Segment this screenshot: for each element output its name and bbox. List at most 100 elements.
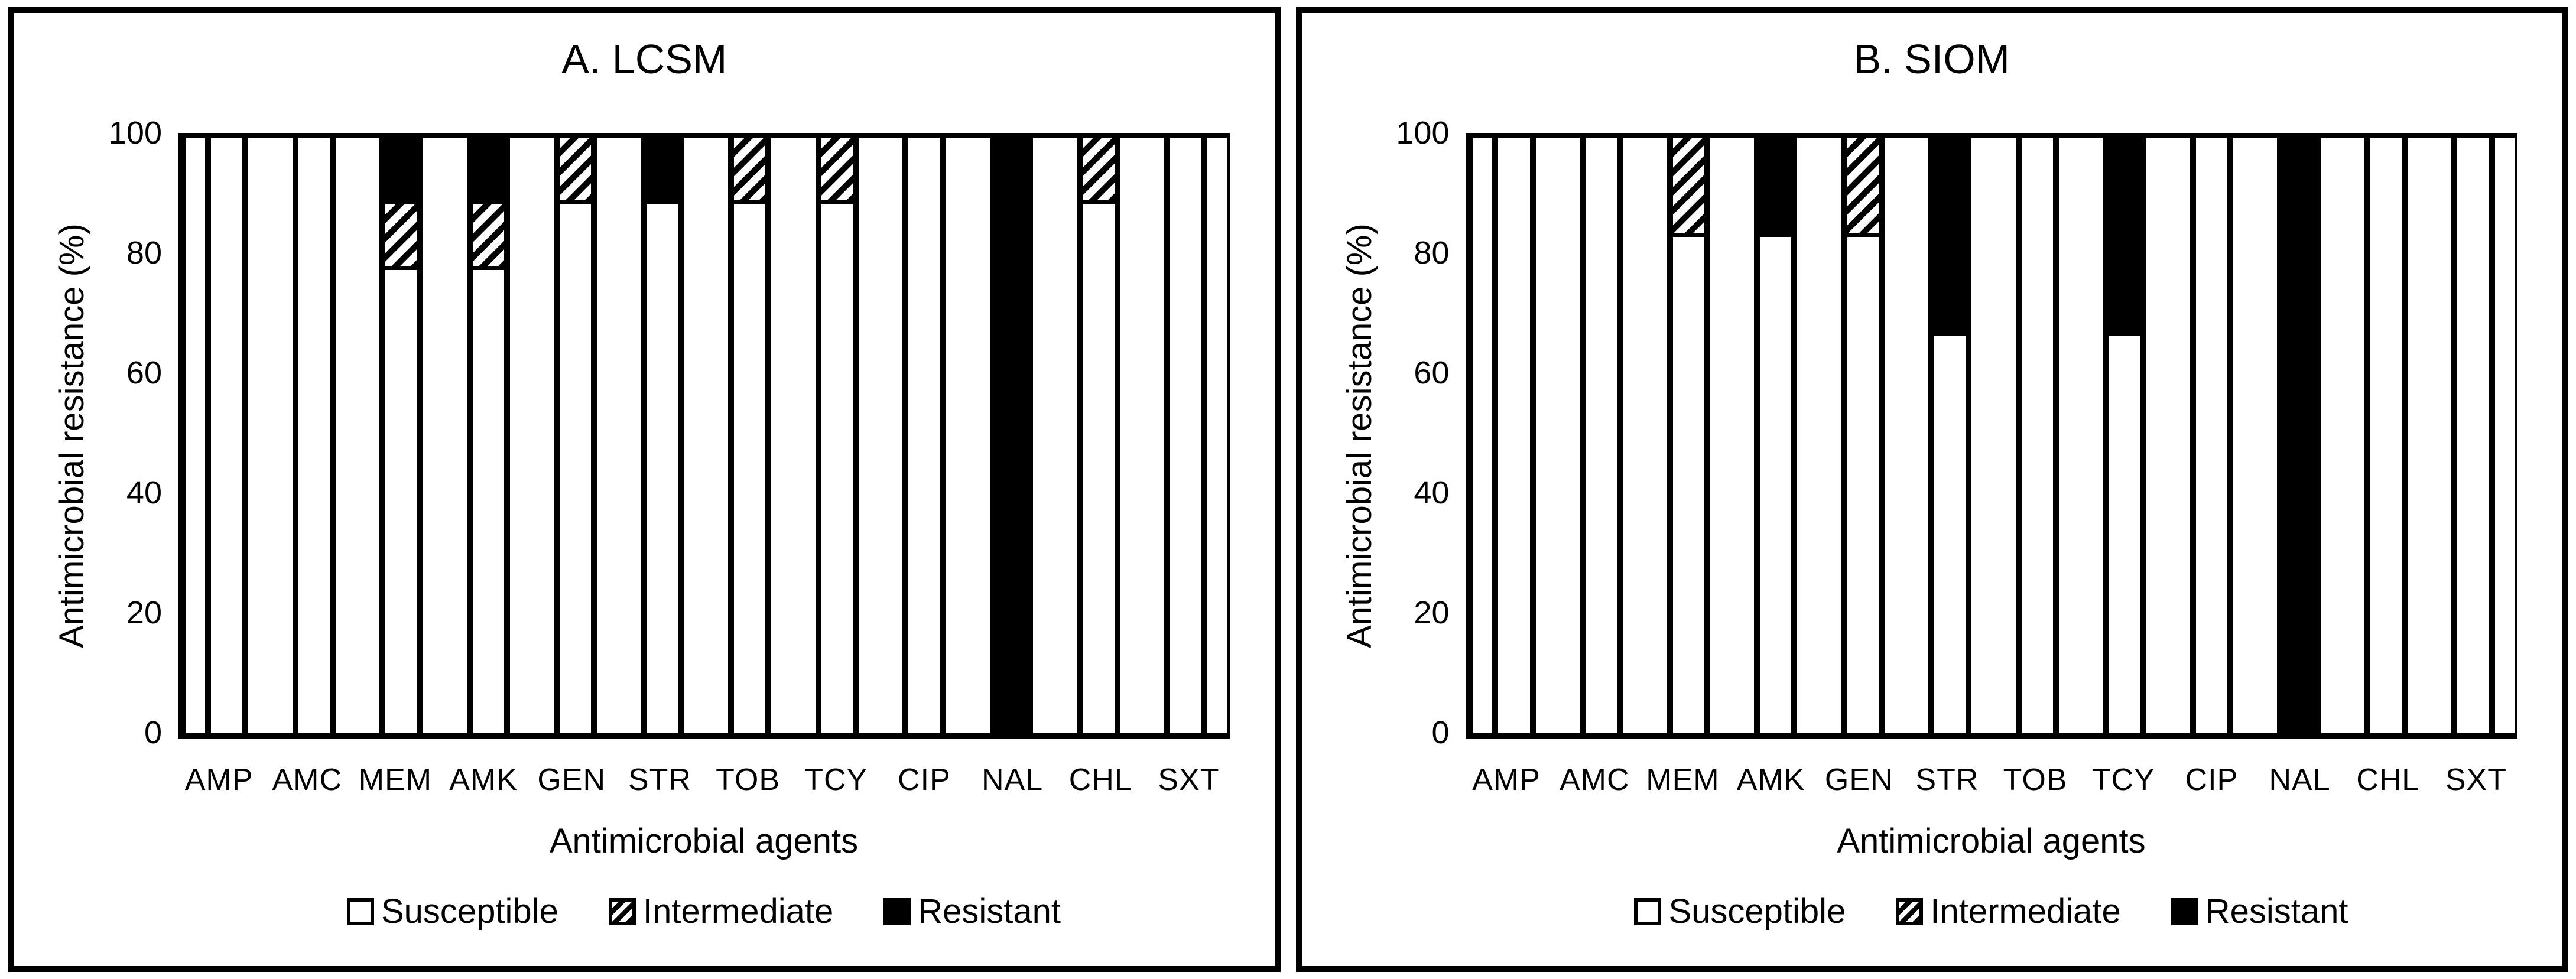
stacked-bar-tob bbox=[2018, 133, 2056, 733]
bar-segment-susceptible bbox=[385, 269, 417, 733]
separator-bar bbox=[1117, 133, 1167, 733]
bar-segment-resistant bbox=[2283, 138, 2315, 733]
x-category-labels: AMP AMC MEM AMK GEN STR TOB TCY CIP NAL CHL SXT bbox=[1466, 765, 2517, 800]
separator-bar bbox=[2055, 133, 2106, 733]
y-tick-label: 60 bbox=[1414, 355, 1450, 391]
x-category-label: AMK bbox=[449, 763, 518, 797]
panel-a: A. LCSM Antimicrobial resistance (%) 100… bbox=[8, 7, 1281, 972]
x-category-label: GEN bbox=[537, 763, 606, 797]
bar-segment-susceptible bbox=[1083, 203, 1115, 733]
bar-segment-resistant bbox=[995, 138, 1028, 733]
separator-bar bbox=[2317, 133, 2367, 733]
legend-swatch-resistant-icon bbox=[2171, 898, 2198, 925]
legend-label: Resistant bbox=[2205, 892, 2348, 931]
legend-item-intermediate: Intermediate bbox=[608, 895, 833, 929]
x-category-label: CHL bbox=[1068, 763, 1132, 797]
y-tick-label: 100 bbox=[108, 115, 162, 151]
stacked-bar-amc bbox=[295, 133, 333, 733]
stacked-bar-chl bbox=[1080, 133, 1118, 733]
separator-bar bbox=[1881, 133, 1932, 733]
bar-segment-susceptible bbox=[647, 203, 678, 733]
legend-label: Intermediate bbox=[1930, 892, 2121, 931]
bar-segment-susceptible bbox=[1760, 237, 1792, 733]
legend-item-susceptible: Susceptible bbox=[346, 892, 558, 931]
stacked-bar-cip bbox=[2192, 133, 2230, 733]
stacked-bar-str bbox=[1931, 133, 1969, 733]
x-category-label: NAL bbox=[2269, 763, 2331, 797]
x-category-label: GEN bbox=[1824, 763, 1893, 797]
separator-bar bbox=[2143, 133, 2193, 733]
y-tick-label: 20 bbox=[1414, 595, 1450, 630]
separator-bar bbox=[1030, 133, 1080, 733]
legend-item-intermediate: Intermediate bbox=[1896, 892, 2121, 931]
bar-segment-susceptible bbox=[2109, 336, 2140, 733]
x-category-label: SXT bbox=[2445, 763, 2507, 797]
x-category-label: AMC bbox=[272, 763, 343, 797]
bar-segment-resistant bbox=[1760, 138, 1792, 238]
bar-segment-susceptible bbox=[560, 203, 592, 733]
stacked-bar-tcy bbox=[2106, 133, 2143, 733]
stacked-bar-gen bbox=[557, 133, 595, 733]
legend-label: Susceptible bbox=[381, 892, 558, 931]
x-category-label: CIP bbox=[2185, 763, 2239, 797]
stacked-bar-chl bbox=[2367, 133, 2405, 733]
bar-segment-intermediate bbox=[472, 203, 504, 270]
separator-bar bbox=[2230, 133, 2281, 733]
y-tick-label: 0 bbox=[144, 715, 162, 750]
stacked-bar-amk bbox=[469, 133, 507, 733]
x-category-label: STR bbox=[628, 763, 691, 797]
bar-segment-susceptible bbox=[210, 138, 243, 733]
bar-segment-resistant bbox=[385, 138, 417, 204]
separator-bar bbox=[768, 133, 818, 733]
stacked-bar-nal bbox=[2280, 133, 2318, 733]
x-axis-title: Antimicrobial agents bbox=[1837, 822, 2146, 860]
bar-segment-resistant bbox=[472, 138, 504, 204]
separator-bar bbox=[332, 133, 383, 733]
bar-segment-intermediate bbox=[1847, 138, 1879, 238]
separator-bar bbox=[506, 133, 557, 733]
bar-segment-intermediate bbox=[734, 138, 766, 204]
legend-item-resistant: Resistant bbox=[2171, 895, 2348, 929]
y-tick-label: 40 bbox=[1414, 475, 1450, 510]
bar-segment-susceptible bbox=[1170, 138, 1202, 733]
bar-segment-susceptible bbox=[1934, 336, 1966, 733]
stacked-bar-sxt bbox=[2454, 133, 2492, 733]
bar-segment-intermediate bbox=[385, 203, 417, 270]
bar-segment-intermediate bbox=[1083, 138, 1115, 204]
bar-segment-susceptible bbox=[821, 203, 853, 733]
legend-swatch-intermediate-icon bbox=[1896, 898, 1924, 925]
x-category-label: STR bbox=[1915, 763, 1979, 797]
y-tick-labels: 100 80 60 40 20 0 bbox=[1302, 117, 1450, 749]
stacked-bar-tob bbox=[731, 133, 769, 733]
y-tick-label: 20 bbox=[126, 595, 162, 630]
x-category-label: MEM bbox=[358, 763, 433, 797]
bar-segment-susceptible bbox=[2370, 138, 2402, 733]
legend: Susceptible Intermediate Resistant bbox=[178, 895, 1230, 929]
stacked-bar-cip bbox=[905, 133, 943, 733]
legend-label: Resistant bbox=[918, 892, 1061, 931]
x-category-label: MEM bbox=[1646, 763, 1720, 797]
x-category-label: AMP bbox=[1472, 763, 1541, 797]
y-tick-label: 100 bbox=[1396, 115, 1450, 151]
bar-segment-susceptible bbox=[472, 269, 504, 733]
bar-segment-susceptible bbox=[2195, 138, 2227, 733]
x-category-label: AMK bbox=[1736, 763, 1805, 797]
x-category-label: CIP bbox=[898, 763, 951, 797]
separator-bar bbox=[1532, 133, 1583, 733]
chart-title: A. LCSM bbox=[561, 36, 727, 82]
bar-segment-susceptible bbox=[1498, 138, 1530, 733]
bar-segment-susceptible bbox=[1847, 237, 1879, 733]
x-category-label: TCY bbox=[2091, 763, 2155, 797]
separator-bar bbox=[2405, 133, 2455, 733]
panel-b: B. SIOM Antimicrobial resistance (%) 100… bbox=[1295, 7, 2568, 972]
stacked-bar-sxt bbox=[1167, 133, 1205, 733]
bar-segment-susceptible bbox=[1672, 237, 1704, 733]
stacked-bar-amk bbox=[1757, 133, 1795, 733]
x-category-label: TOB bbox=[2003, 763, 2068, 797]
separator-bar bbox=[1204, 133, 1230, 733]
separator-bar bbox=[855, 133, 906, 733]
separator-bar bbox=[1707, 133, 1758, 733]
y-tick-label: 80 bbox=[126, 235, 162, 271]
bar-segment-susceptible bbox=[734, 203, 766, 733]
